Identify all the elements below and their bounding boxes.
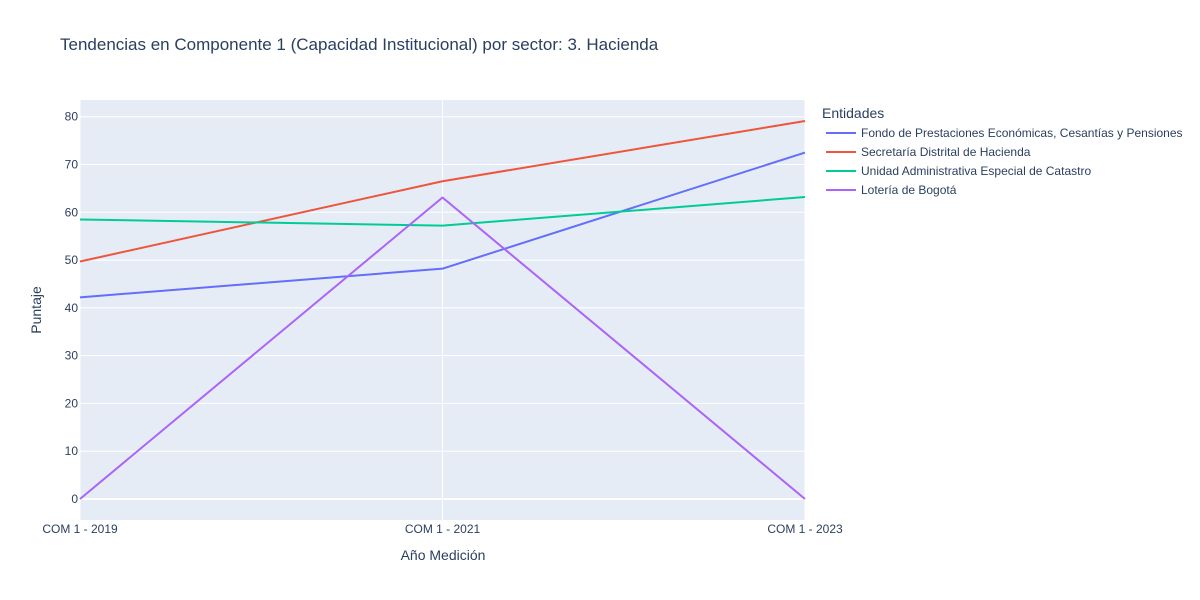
y-tick-label: 70: [65, 158, 79, 172]
x-tick-label: COM 1 - 2019: [42, 522, 118, 536]
y-tick-label: 50: [65, 253, 79, 267]
legend-item[interactable]: Secretaría Distrital de Hacienda: [826, 145, 1031, 159]
y-tick-label: 80: [65, 110, 79, 124]
legend-title: Entidades: [822, 105, 884, 121]
chart-title: Tendencias en Componente 1 (Capacidad In…: [60, 35, 659, 54]
legend-item[interactable]: Unidad Administrativa Especial de Catast…: [826, 164, 1091, 178]
legend[interactable]: Entidades Fondo de Prestaciones Económic…: [822, 105, 1183, 197]
y-tick-label: 30: [65, 349, 79, 363]
y-tick-label: 40: [65, 301, 79, 315]
series-lines: [79, 120, 806, 500]
grid: [79, 100, 806, 520]
legend-label: Unidad Administrativa Especial de Catast…: [861, 164, 1091, 178]
legend-item[interactable]: Fondo de Prestaciones Económicas, Cesant…: [826, 126, 1183, 140]
legend-item[interactable]: Lotería de Bogotá: [826, 183, 957, 197]
series-line[interactable]: [79, 196, 806, 500]
y-tick-label: 10: [65, 444, 79, 458]
y-tick-label: 20: [65, 396, 79, 410]
legend-label: Secretaría Distrital de Hacienda: [861, 145, 1031, 159]
x-tick-label: COM 1 - 2021: [405, 522, 481, 536]
series-line[interactable]: [79, 195, 806, 227]
legend-label: Fondo de Prestaciones Económicas, Cesant…: [861, 126, 1183, 140]
y-axis-title: Puntaje: [28, 286, 44, 334]
series-line[interactable]: [79, 151, 806, 299]
legend-label: Lotería de Bogotá: [861, 183, 957, 197]
x-tick-label: COM 1 - 2023: [767, 522, 843, 536]
y-tick-label: 0: [71, 492, 78, 506]
y-tick-label: 60: [65, 205, 79, 219]
y-axis-ticks: 0 10 20 30 40 50 60 70 80: [65, 110, 79, 506]
x-axis-ticks: COM 1 - 2019 COM 1 - 2021 COM 1 - 2023: [42, 522, 843, 536]
series-line[interactable]: [79, 120, 806, 263]
x-axis-title: Año Medición: [401, 547, 486, 563]
